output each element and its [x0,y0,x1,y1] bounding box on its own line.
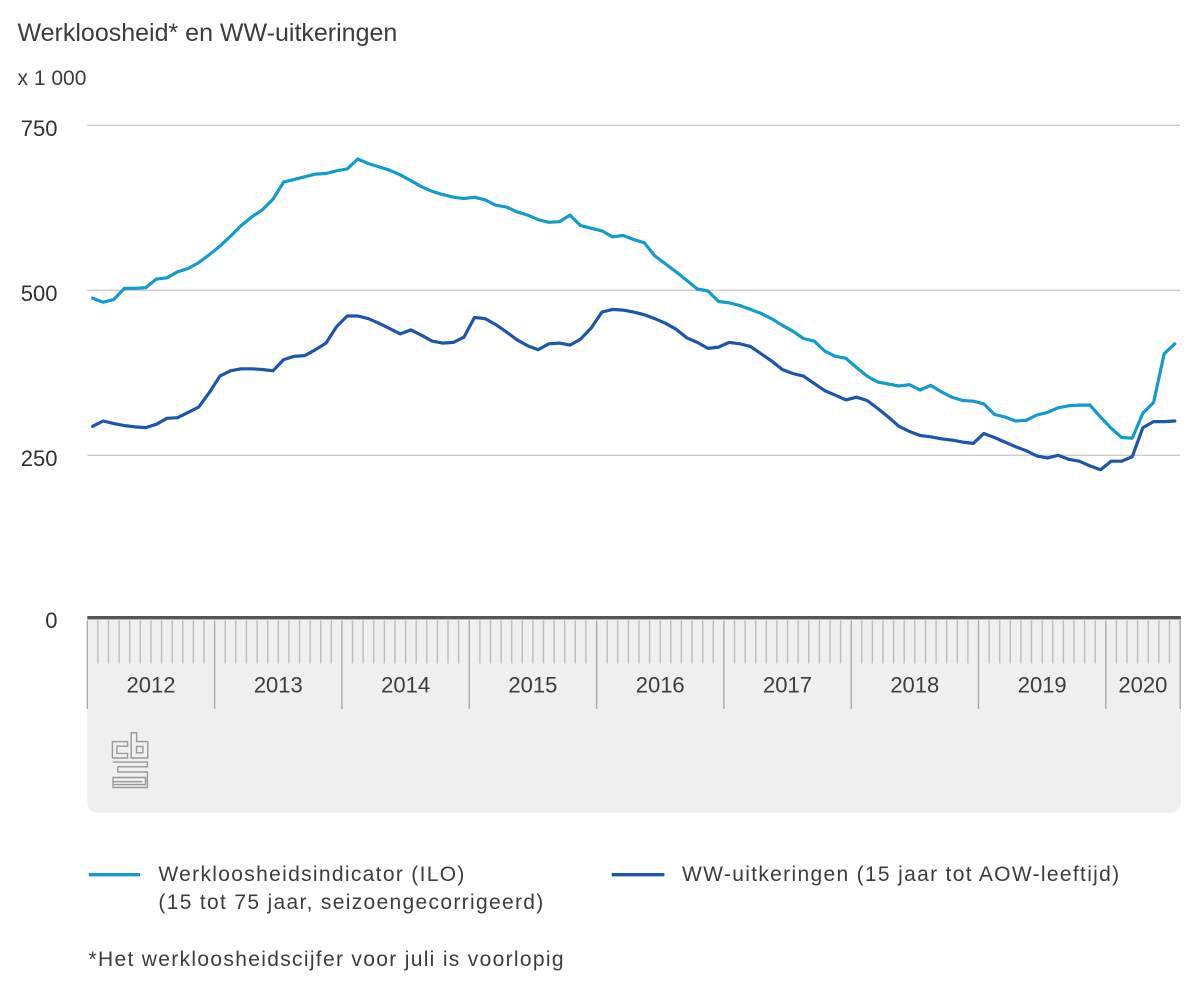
svg-text:x 1 000: x 1 000 [18,67,87,90]
svg-text:2019: 2019 [1018,673,1067,698]
svg-text:(15 tot 75 jaar, seizoengecorr: (15 tot 75 jaar, seizoengecorrigeerd) [158,891,544,914]
svg-text:2012: 2012 [127,673,176,698]
svg-text:Werkloosheid* en WW-uitkeringe: Werkloosheid* en WW-uitkeringen [18,19,398,47]
svg-text:2016: 2016 [636,673,685,698]
svg-text:2015: 2015 [508,673,557,698]
svg-text:Werkloosheidsindicator (ILO): Werkloosheidsindicator (ILO) [158,863,465,886]
svg-text:0: 0 [45,608,57,633]
svg-text:*Het werkloosheidscijfer voor: *Het werkloosheidscijfer voor juli is vo… [89,948,565,971]
svg-text:500: 500 [21,281,58,306]
svg-text:2014: 2014 [381,673,430,698]
svg-text:2017: 2017 [763,673,812,698]
svg-text:750: 750 [21,116,58,141]
svg-text:WW-uitkeringen (15 jaar tot AO: WW-uitkeringen (15 jaar tot AOW-leeftijd… [682,863,1120,886]
svg-text:2020: 2020 [1118,673,1167,698]
svg-text:2018: 2018 [890,673,939,698]
svg-text:250: 250 [21,446,58,471]
svg-text:2013: 2013 [254,673,303,698]
